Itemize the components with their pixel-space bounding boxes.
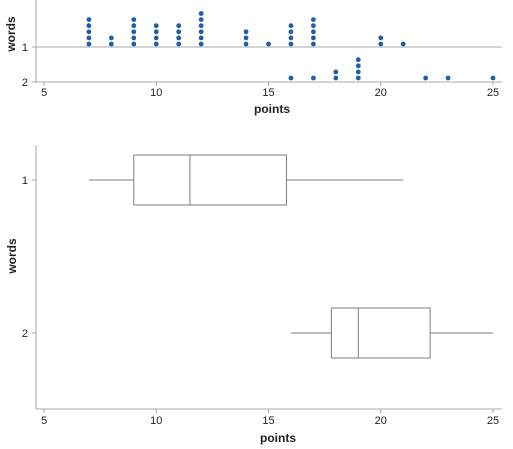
box-y-ticks: 12 [22, 175, 36, 340]
dot-x-tick-label: 5 [41, 87, 47, 99]
dot-group-1-point [153, 41, 159, 47]
dot-group-2-point [490, 75, 496, 81]
dot-group-1-point [176, 23, 182, 29]
dot-group-1-point [311, 17, 316, 22]
dot-group-1-point [288, 29, 294, 35]
dot-group-1-point [131, 41, 137, 47]
dot-group-1-point [198, 29, 204, 35]
dot-group-1-point [86, 17, 92, 22]
dot-group-1-point [288, 23, 294, 29]
box-x-axis-title: points [260, 431, 296, 445]
dot-y-tick-label: 1 [22, 42, 28, 54]
box-y-tick-label: 1 [22, 175, 28, 187]
box-x-tick-label: 25 [487, 415, 499, 427]
dot-group-2-point [333, 69, 339, 75]
dot-group-1-point [378, 35, 384, 41]
dot-group-1-point [131, 17, 137, 22]
dot-group-1-point [311, 29, 316, 35]
dot-group-2-point [355, 69, 361, 75]
dot-group-1-point [86, 35, 92, 41]
dot-group-1-point [288, 35, 294, 41]
dot-y-tick-label: 2 [22, 77, 28, 89]
dot-group-1-point [176, 41, 182, 47]
box-x-tick-label: 5 [41, 415, 47, 427]
dot-group-1-point [153, 23, 159, 29]
dot-group-2-point [445, 75, 451, 81]
dot-group-1-point [266, 41, 271, 47]
dot-group-1-point [153, 35, 159, 41]
dot-group-1-point [176, 35, 182, 41]
dot-x-tick-label: 15 [262, 87, 274, 99]
box-plot-panel: words points 5 10 15 20 25 12 [5, 145, 502, 445]
dot-group-1-point [198, 11, 204, 16]
dot-group-1-point [378, 41, 384, 47]
dot-group-1-point [243, 35, 249, 41]
box-marks [88, 154, 493, 359]
box-group-2 [290, 307, 493, 359]
box-x-tick-label: 10 [150, 415, 162, 427]
dot-group-2-point [311, 75, 316, 81]
box-x-tick-label: 20 [375, 415, 387, 427]
dot-plot-panel: words points 5 10 15 20 25 12 [4, 0, 502, 116]
dot-group-2-point [333, 75, 339, 81]
dot-group-1-point [288, 41, 294, 47]
box-x-ticks: 5 10 15 20 25 [41, 409, 499, 427]
dot-group-2-point [288, 75, 294, 81]
dot-group-1-point [153, 29, 159, 35]
dot-x-tick-label: 20 [375, 87, 387, 99]
box-y-tick-label: 2 [22, 328, 28, 340]
dot-group-1-point [243, 41, 249, 47]
interquartile-box [330, 307, 431, 359]
dot-group-1-point [108, 41, 114, 47]
dot-group-1-point [86, 41, 92, 47]
dot-group-1-point [86, 23, 92, 29]
dot-group-1-point [131, 23, 137, 29]
interquartile-box [133, 154, 287, 206]
dot-group-2-point [355, 75, 361, 81]
dot-group-1-point [176, 29, 182, 35]
dot-group-1-point [311, 23, 316, 29]
dot-group-2-point [423, 75, 429, 81]
dot-x-axis-title: points [254, 102, 290, 116]
box-group-1 [88, 154, 404, 206]
dot-group-1-point [400, 41, 406, 47]
dot-group-2-point [355, 57, 361, 63]
dot-y-ticks: 12 [22, 42, 36, 89]
dot-group-1-point [131, 35, 137, 41]
dot-group-1-point [108, 35, 114, 41]
dot-group-1-point [131, 29, 137, 35]
dot-group-1-point [198, 23, 204, 29]
box-y-axis-title: words [5, 238, 19, 275]
dot-group-1-point [311, 35, 316, 41]
dot-group-1-point [198, 35, 204, 41]
dot-y-axis-title: words [4, 16, 18, 53]
dot-group-1-point [311, 41, 316, 47]
dot-group-1-point [86, 29, 92, 35]
box-x-tick-label: 15 [262, 415, 274, 427]
dot-group-2-point [355, 63, 361, 69]
dot-x-ticks: 5 10 15 20 25 [41, 82, 499, 99]
dot-x-tick-label: 25 [487, 87, 499, 99]
dot-marks [86, 11, 496, 81]
dot-x-tick-label: 10 [150, 87, 162, 99]
dot-group-1-point [198, 41, 204, 47]
dot-group-1-point [198, 17, 204, 22]
dot-group-1-point [243, 29, 249, 35]
